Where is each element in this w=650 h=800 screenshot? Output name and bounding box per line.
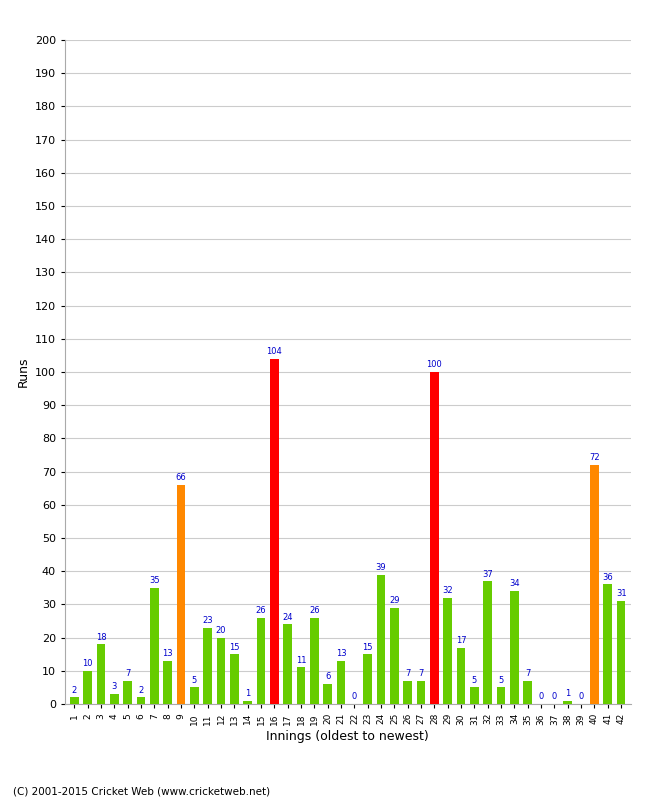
Text: 26: 26 xyxy=(255,606,266,615)
Bar xyxy=(363,654,372,704)
Text: 15: 15 xyxy=(229,642,240,651)
Text: 10: 10 xyxy=(83,659,93,668)
Text: 23: 23 xyxy=(202,616,213,625)
Text: 1: 1 xyxy=(245,689,250,698)
Bar xyxy=(297,667,306,704)
Text: 72: 72 xyxy=(589,454,600,462)
Text: 0: 0 xyxy=(578,692,584,702)
Bar xyxy=(216,638,226,704)
Text: (C) 2001-2015 Cricket Web (www.cricketweb.net): (C) 2001-2015 Cricket Web (www.cricketwe… xyxy=(13,786,270,796)
Text: 5: 5 xyxy=(499,676,504,685)
Bar xyxy=(470,687,479,704)
Bar xyxy=(324,684,332,704)
Text: 66: 66 xyxy=(176,474,187,482)
Bar xyxy=(230,654,239,704)
Bar xyxy=(484,581,492,704)
Text: 104: 104 xyxy=(266,347,282,356)
Text: 11: 11 xyxy=(296,656,306,665)
Text: 7: 7 xyxy=(419,669,424,678)
Text: 39: 39 xyxy=(376,563,386,572)
Bar xyxy=(177,485,185,704)
Text: 15: 15 xyxy=(363,642,373,651)
Bar xyxy=(136,698,146,704)
Text: 36: 36 xyxy=(603,573,613,582)
Bar xyxy=(150,588,159,704)
Bar xyxy=(270,358,279,704)
Text: 2: 2 xyxy=(72,686,77,694)
Bar xyxy=(110,694,119,704)
Y-axis label: Runs: Runs xyxy=(16,357,29,387)
Bar xyxy=(564,701,572,704)
Text: 29: 29 xyxy=(389,596,400,605)
Text: 0: 0 xyxy=(352,692,357,702)
Bar xyxy=(404,681,412,704)
Bar xyxy=(443,598,452,704)
Bar xyxy=(497,687,506,704)
Text: 34: 34 xyxy=(509,579,520,589)
Bar xyxy=(457,647,465,704)
Text: 100: 100 xyxy=(426,360,442,370)
Bar xyxy=(430,372,439,704)
Bar xyxy=(417,681,426,704)
Bar xyxy=(97,644,105,704)
Text: 0: 0 xyxy=(552,692,557,702)
Bar xyxy=(590,465,599,704)
Bar xyxy=(510,591,519,704)
Text: 24: 24 xyxy=(283,613,293,622)
Text: 31: 31 xyxy=(616,590,627,598)
Text: 5: 5 xyxy=(192,676,197,685)
Bar xyxy=(337,661,345,704)
Bar xyxy=(83,670,92,704)
Bar xyxy=(190,687,199,704)
Bar xyxy=(70,698,79,704)
Text: 3: 3 xyxy=(112,682,117,691)
Bar xyxy=(203,628,212,704)
Bar xyxy=(390,608,398,704)
Text: 6: 6 xyxy=(325,673,330,682)
Text: 32: 32 xyxy=(443,586,453,595)
Bar xyxy=(603,585,612,704)
Text: 13: 13 xyxy=(162,649,173,658)
X-axis label: Innings (oldest to newest): Innings (oldest to newest) xyxy=(266,730,429,743)
Text: 26: 26 xyxy=(309,606,320,615)
Bar xyxy=(377,574,385,704)
Text: 35: 35 xyxy=(149,576,160,585)
Bar xyxy=(243,701,252,704)
Bar xyxy=(283,624,292,704)
Text: 7: 7 xyxy=(125,669,131,678)
Bar xyxy=(257,618,265,704)
Bar xyxy=(163,661,172,704)
Text: 17: 17 xyxy=(456,636,467,645)
Text: 7: 7 xyxy=(405,669,410,678)
Text: 37: 37 xyxy=(482,570,493,578)
Text: 2: 2 xyxy=(138,686,144,694)
Text: 5: 5 xyxy=(472,676,477,685)
Bar xyxy=(124,681,132,704)
Text: 13: 13 xyxy=(336,649,346,658)
Bar xyxy=(310,618,318,704)
Text: 20: 20 xyxy=(216,626,226,635)
Bar xyxy=(617,601,625,704)
Text: 18: 18 xyxy=(96,633,107,642)
Bar xyxy=(523,681,532,704)
Text: 7: 7 xyxy=(525,669,530,678)
Text: 1: 1 xyxy=(566,689,571,698)
Text: 0: 0 xyxy=(538,692,544,702)
